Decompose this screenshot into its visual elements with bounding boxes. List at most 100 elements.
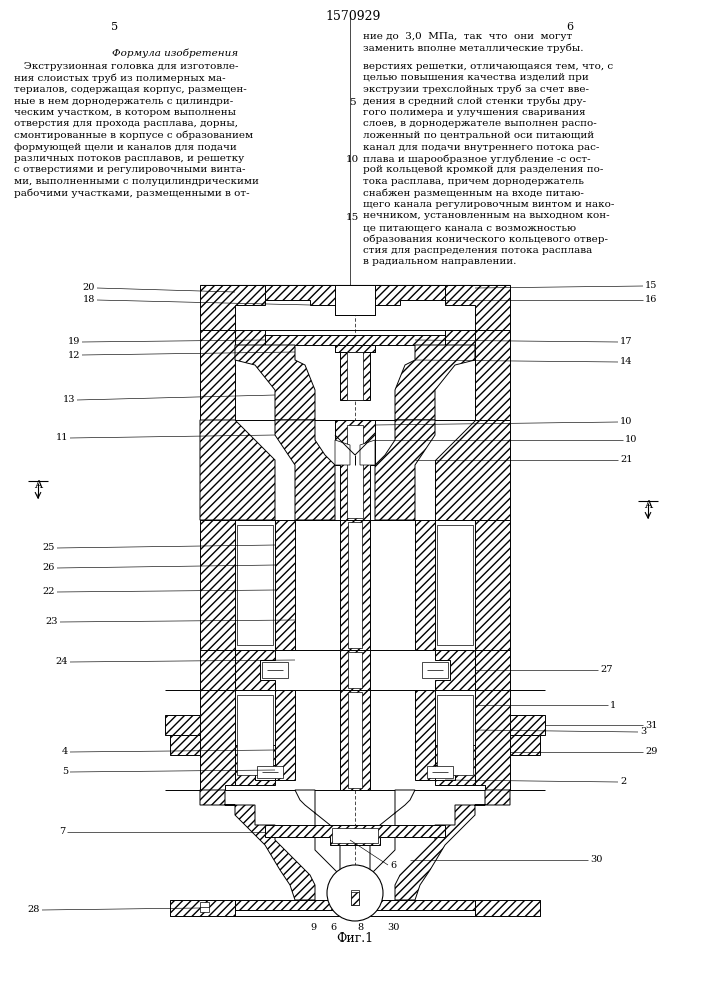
Text: 7: 7 — [59, 828, 65, 836]
Polygon shape — [295, 790, 415, 900]
Bar — [262, 662, 288, 678]
Text: дения в средний слой стенки трубы дру-: дения в средний слой стенки трубы дру- — [363, 97, 586, 106]
Bar — [422, 662, 448, 678]
Text: 22: 22 — [42, 587, 55, 596]
Text: различных потоков расплавов, и решетку: различных потоков расплавов, и решетку — [14, 154, 244, 163]
Text: 26: 26 — [42, 564, 55, 572]
Polygon shape — [437, 695, 473, 775]
Polygon shape — [200, 790, 315, 900]
Text: 6: 6 — [390, 860, 396, 869]
Polygon shape — [510, 735, 540, 755]
Text: 11: 11 — [56, 434, 68, 442]
Text: A: A — [644, 500, 652, 510]
Polygon shape — [332, 828, 378, 843]
Text: 13: 13 — [62, 395, 75, 404]
Text: 17: 17 — [620, 338, 633, 347]
Polygon shape — [170, 735, 200, 755]
Polygon shape — [237, 695, 273, 775]
Text: ложенный по центральной оси питающий: ложенный по центральной оси питающий — [363, 131, 594, 140]
Text: 14: 14 — [620, 358, 633, 366]
Text: 1: 1 — [610, 700, 617, 710]
Text: верстиях решетки, отличающаяся тем, что, с: верстиях решетки, отличающаяся тем, что,… — [363, 62, 613, 71]
Text: териалов, содержащая корпус, размещен-: териалов, содержащая корпус, размещен- — [14, 85, 247, 94]
Polygon shape — [170, 900, 235, 916]
Text: 8: 8 — [357, 923, 363, 932]
Text: 30: 30 — [387, 923, 399, 932]
Text: 29: 29 — [645, 748, 658, 756]
Polygon shape — [235, 900, 475, 910]
Text: 24: 24 — [56, 658, 68, 666]
Text: Фиг.1: Фиг.1 — [337, 932, 373, 945]
Polygon shape — [265, 825, 445, 845]
Text: 18: 18 — [83, 296, 95, 304]
Polygon shape — [347, 352, 363, 400]
Polygon shape — [435, 420, 510, 520]
Text: заменить вполне металлические трубы.: заменить вполне металлические трубы. — [363, 43, 583, 53]
Text: 4: 4 — [62, 748, 68, 756]
Polygon shape — [348, 692, 362, 788]
Text: 5: 5 — [112, 22, 119, 32]
Polygon shape — [395, 790, 510, 900]
Polygon shape — [340, 690, 370, 790]
Polygon shape — [445, 285, 510, 330]
Polygon shape — [475, 330, 510, 420]
Text: 15: 15 — [645, 282, 658, 290]
Polygon shape — [200, 650, 235, 690]
Text: рой кольцевой кромкой для разделения по-: рой кольцевой кромкой для разделения по- — [363, 165, 603, 174]
Polygon shape — [348, 522, 362, 648]
Text: 25: 25 — [42, 544, 55, 552]
Polygon shape — [335, 440, 350, 465]
Text: 2: 2 — [620, 778, 626, 786]
Text: ческим участком, в котором выполнены: ческим участком, в котором выполнены — [14, 108, 236, 117]
Text: снабжен размещенным на входе питаю-: снабжен размещенным на входе питаю- — [363, 188, 584, 198]
Text: 16: 16 — [645, 296, 658, 304]
Text: в радиальном направлении.: в радиальном направлении. — [363, 257, 516, 266]
Text: 6: 6 — [330, 923, 336, 932]
Polygon shape — [237, 525, 273, 645]
Polygon shape — [200, 690, 255, 790]
Polygon shape — [415, 690, 435, 780]
Text: рабочими участками, размещенными в от-: рабочими участками, размещенными в от- — [14, 188, 250, 198]
Text: щего канала регулировочным винтом и нако-: щего канала регулировочным винтом и нако… — [363, 200, 614, 209]
Polygon shape — [360, 440, 375, 465]
Text: 9: 9 — [310, 923, 316, 932]
Text: 21: 21 — [620, 456, 633, 464]
Text: 10: 10 — [625, 436, 638, 444]
Polygon shape — [437, 525, 473, 645]
Polygon shape — [348, 652, 362, 688]
Text: целью повышения качества изделий при: целью повышения качества изделий при — [363, 74, 589, 83]
Polygon shape — [415, 520, 435, 650]
Polygon shape — [200, 285, 265, 330]
Polygon shape — [455, 690, 510, 790]
Text: ния слоистых труб из полимерных ма-: ния слоистых труб из полимерных ма- — [14, 74, 226, 83]
Polygon shape — [435, 650, 475, 690]
Polygon shape — [351, 892, 359, 905]
Polygon shape — [347, 425, 363, 518]
Polygon shape — [235, 650, 275, 690]
Polygon shape — [265, 285, 445, 315]
Text: ми, выполненными с полуцилиндрическими: ми, выполненными с полуцилиндрическими — [14, 177, 259, 186]
Polygon shape — [335, 285, 375, 315]
Text: смонтированные в корпусе с образованием: смонтированные в корпусе с образованием — [14, 131, 253, 140]
Polygon shape — [335, 420, 375, 520]
Text: 5: 5 — [349, 98, 356, 107]
Text: це питающего канала с возможностью: це питающего канала с возможностью — [363, 223, 576, 232]
Text: с отверстиями и регулировочными винта-: с отверстиями и регулировочными винта- — [14, 165, 245, 174]
Polygon shape — [340, 520, 370, 650]
Text: плава и шарообразное углубление ‐с ост-: плава и шарообразное углубление ‐с ост- — [363, 154, 590, 163]
Polygon shape — [165, 715, 200, 735]
Text: отверстия для прохода расплава, дорны,: отверстия для прохода расплава, дорны, — [14, 119, 238, 128]
Text: ние до  3,0  МПа,  так  что  они  могут: ние до 3,0 МПа, так что они могут — [363, 32, 572, 41]
Bar — [200, 902, 209, 912]
Text: 23: 23 — [45, 617, 58, 626]
Polygon shape — [340, 650, 370, 690]
Text: канал для подачи внутреннего потока рас-: канал для подачи внутреннего потока рас- — [363, 142, 600, 151]
Text: Экструзионная головка для изготовле-: Экструзионная головка для изготовле- — [14, 62, 238, 71]
Polygon shape — [235, 345, 315, 420]
Text: нечником, установленным на выходном кон-: нечником, установленным на выходном кон- — [363, 212, 609, 221]
Text: Формула изобретения: Формула изобретения — [112, 49, 238, 58]
Text: 15: 15 — [346, 213, 358, 222]
Polygon shape — [275, 420, 335, 520]
Polygon shape — [235, 330, 265, 345]
Circle shape — [327, 865, 383, 921]
